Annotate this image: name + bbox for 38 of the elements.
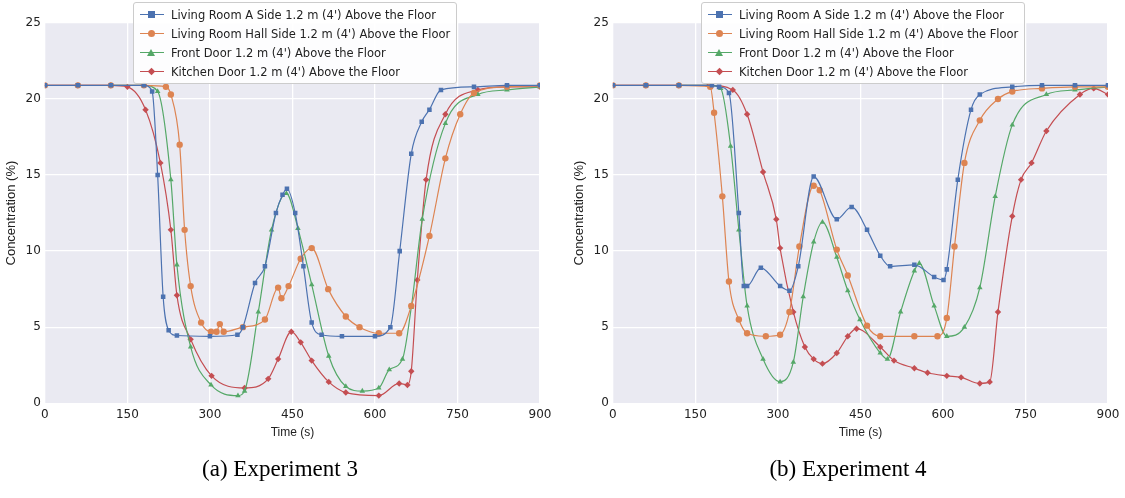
y-tick-label: 0 xyxy=(601,395,609,410)
x-tick-label: 300 xyxy=(198,406,222,421)
legend-label: Front Door 1.2 m (4') Above the Floor xyxy=(171,45,386,60)
legend-label: Kitchen Door 1.2 m (4') Above the Floor xyxy=(739,64,968,79)
x-tick-label: 600 xyxy=(363,406,387,421)
x-tick-label: 900 xyxy=(1096,406,1120,421)
legend-label: Living Room A Side 1.2 m (4') Above the Floor xyxy=(171,7,437,22)
y-tick-label: 5 xyxy=(601,319,609,334)
x-tick-label: 300 xyxy=(766,406,790,421)
y-tick-label: 15 xyxy=(25,167,41,182)
y-axis-title: Concentration (%) xyxy=(571,160,587,266)
text: (b) Experiment 4 xyxy=(768,456,928,482)
x-axis-title: Time (s) xyxy=(838,425,883,440)
x-tick-label: 150 xyxy=(115,406,139,421)
legend-label: Living Room A Side 1.2 m (4') Above the Floor xyxy=(739,7,1005,22)
y-tick-label: 0 xyxy=(33,395,41,410)
x-tick-label: 600 xyxy=(931,406,955,421)
y-axis-title: Concentration (%) xyxy=(3,160,19,266)
text: (a) Experiment 3 xyxy=(201,456,359,482)
y-tick-label: 25 xyxy=(593,15,609,30)
x-tick-label: 750 xyxy=(446,406,469,421)
x-tick-label: 150 xyxy=(683,406,707,421)
y-tick-label: 20 xyxy=(593,91,609,106)
x-tick-label: 450 xyxy=(280,406,304,421)
legend-label: Living Room Hall Side 1.2 m (4') Above the Floor xyxy=(739,26,1019,41)
y-tick-label: 20 xyxy=(25,91,41,106)
y-tick-label: 10 xyxy=(25,243,41,258)
x-tick-label: 450 xyxy=(848,406,872,421)
legend-label: Living Room Hall Side 1.2 m (4') Above the Floor xyxy=(171,26,451,41)
legend-label: Kitchen Door 1.2 m (4') Above the Floor xyxy=(171,64,400,79)
x-tick-label: 750 xyxy=(1014,406,1037,421)
y-tick-label: 15 xyxy=(593,167,609,182)
y-tick-label: 25 xyxy=(25,15,41,30)
legend-label: Front Door 1.2 m (4') Above the Floor xyxy=(739,45,954,60)
x-tick-label: 900 xyxy=(528,406,552,421)
y-tick-label: 5 xyxy=(33,319,41,334)
x-axis-title: Time (s) xyxy=(270,425,315,440)
y-tick-label: 10 xyxy=(593,243,609,258)
